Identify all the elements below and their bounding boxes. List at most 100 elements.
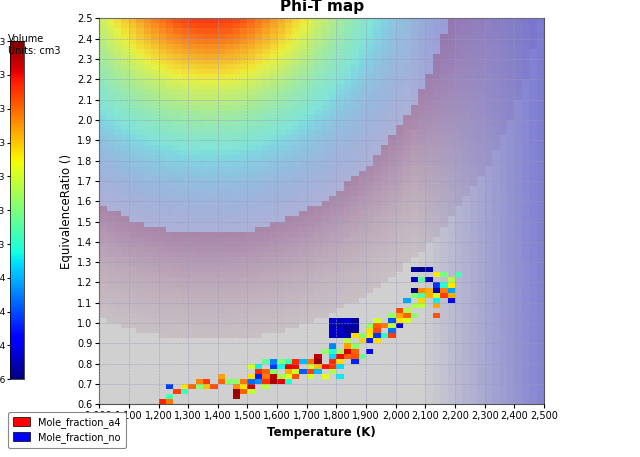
Bar (484, 69, 492, 74)
Bar (351, 130, 358, 135)
Bar (358, 252, 366, 257)
Bar (329, 165, 337, 171)
Bar (411, 242, 418, 247)
Bar (248, 206, 255, 211)
Bar (499, 64, 507, 69)
Bar (529, 287, 536, 292)
Bar (455, 176, 463, 181)
Bar (358, 100, 366, 105)
Bar (277, 323, 285, 328)
Bar (366, 100, 374, 105)
Bar (418, 272, 426, 277)
Bar (440, 394, 447, 399)
Bar (307, 374, 314, 379)
Bar (470, 64, 477, 69)
Bar (136, 292, 143, 298)
Bar (426, 100, 433, 105)
Bar (440, 252, 447, 257)
Bar (433, 237, 440, 242)
Bar (307, 135, 314, 140)
Bar (433, 384, 440, 389)
Bar (381, 267, 388, 272)
Bar (166, 237, 173, 242)
Bar (307, 196, 314, 201)
Bar (307, 211, 314, 217)
Bar (463, 318, 470, 323)
Bar (262, 186, 269, 191)
Bar (307, 308, 314, 313)
Bar (440, 272, 447, 277)
Bar (492, 211, 499, 217)
Bar (515, 145, 522, 150)
Bar (173, 95, 180, 100)
Bar (447, 95, 455, 100)
Bar (440, 90, 447, 95)
Bar (211, 115, 218, 120)
Bar (218, 115, 225, 120)
Bar (433, 282, 440, 287)
Bar (499, 262, 507, 267)
Bar (262, 54, 269, 59)
Bar (151, 110, 159, 115)
Bar (515, 59, 522, 64)
Bar (107, 135, 114, 140)
Bar (277, 237, 285, 242)
Bar (292, 313, 300, 318)
Bar (307, 85, 314, 90)
Bar (366, 23, 374, 28)
Bar (203, 90, 211, 95)
Bar (285, 237, 292, 242)
Bar (203, 79, 211, 85)
Bar (536, 232, 544, 237)
Bar (240, 292, 248, 298)
Bar (477, 23, 484, 28)
Bar (233, 125, 240, 130)
Bar (300, 100, 307, 105)
Bar (173, 298, 180, 303)
Bar (529, 160, 536, 165)
Bar (344, 38, 351, 44)
Bar (211, 28, 218, 33)
Bar (211, 196, 218, 201)
Bar (522, 85, 529, 90)
Bar (277, 54, 285, 59)
Bar (122, 44, 129, 49)
Bar (248, 287, 255, 292)
Bar (440, 160, 447, 165)
Bar (107, 160, 114, 165)
Bar (455, 69, 463, 74)
Bar (211, 267, 218, 272)
Bar (211, 38, 218, 44)
Bar (426, 165, 433, 171)
Bar (418, 247, 426, 252)
Bar (300, 125, 307, 130)
Bar (529, 74, 536, 79)
Bar (492, 95, 499, 100)
Bar (307, 318, 314, 323)
Bar (403, 186, 411, 191)
Bar (329, 105, 337, 110)
Bar (180, 28, 188, 33)
Bar (180, 135, 188, 140)
Bar (240, 74, 248, 79)
Bar (107, 150, 114, 155)
Bar (440, 308, 447, 313)
Bar (255, 232, 262, 237)
Bar (522, 262, 529, 267)
Bar (492, 303, 499, 308)
Bar (426, 18, 433, 23)
Bar (203, 211, 211, 217)
Bar (463, 176, 470, 181)
Bar (344, 23, 351, 28)
Bar (159, 399, 166, 404)
Bar (455, 115, 463, 120)
Bar (433, 145, 440, 150)
Bar (536, 384, 544, 389)
Bar (218, 379, 225, 384)
Bar (233, 23, 240, 28)
Bar (455, 28, 463, 33)
Bar (277, 69, 285, 74)
Bar (203, 85, 211, 90)
Bar (484, 364, 492, 369)
Bar (507, 252, 515, 257)
